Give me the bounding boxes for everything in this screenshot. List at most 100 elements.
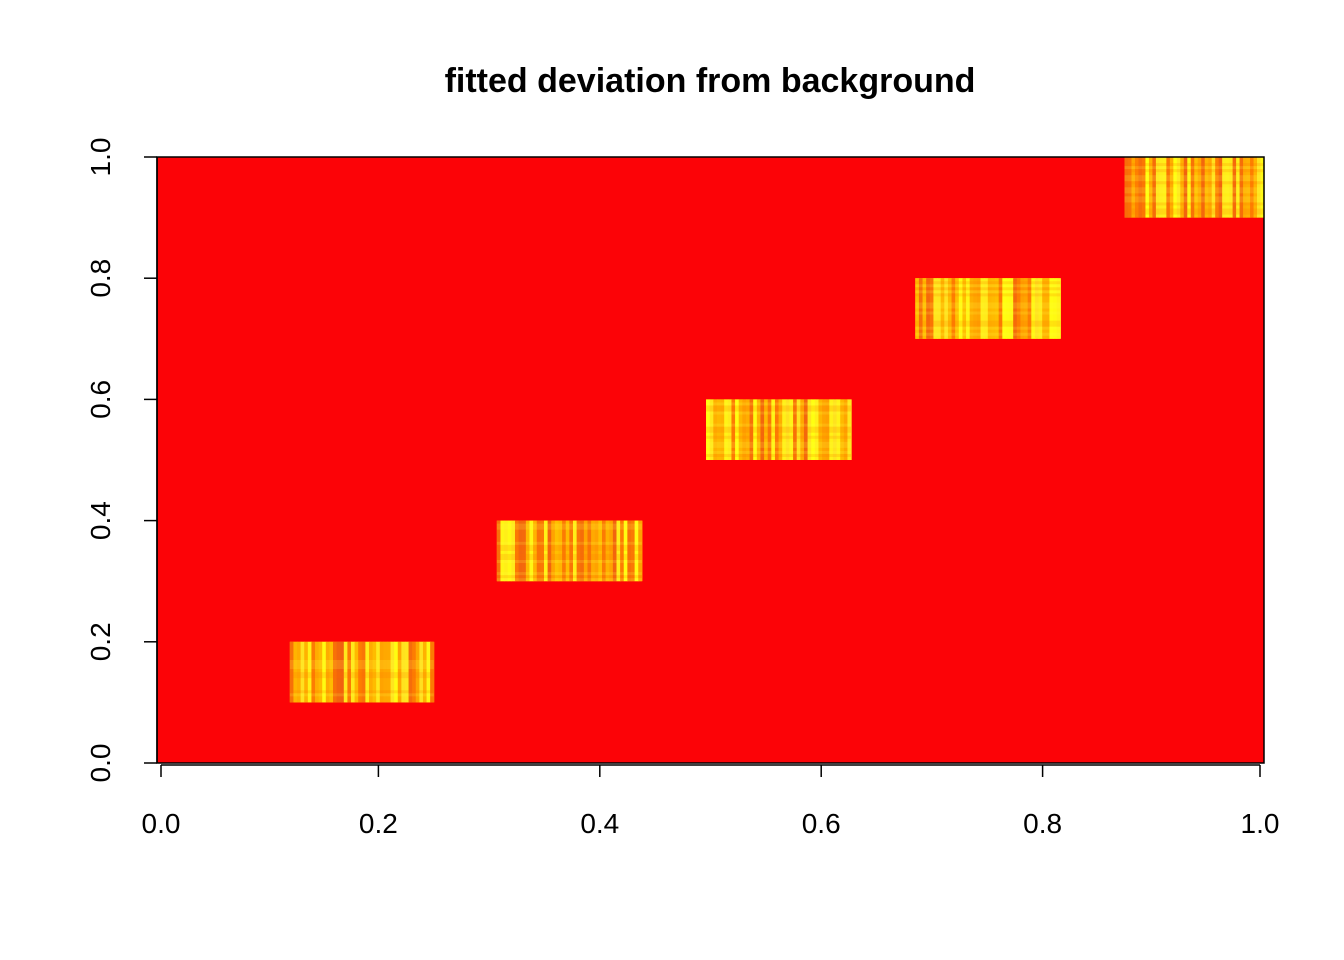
heatmap-cell-row (1124, 175, 1264, 179)
heatmap-cell-column (511, 520, 516, 582)
heatmap-cell-row (1124, 196, 1264, 200)
heatmap-cell-column (540, 520, 545, 582)
heatmap-cell-column (1215, 157, 1220, 218)
heatmap-cell-column (1236, 157, 1241, 218)
heatmap-cell-column (1128, 157, 1133, 218)
heatmap-cell-column (422, 641, 428, 703)
heatmap-cell-column (973, 278, 978, 339)
heatmap-cell-column (958, 278, 964, 339)
heatmap-cell-column (1243, 157, 1248, 218)
heatmap-cell-column (311, 641, 316, 703)
heatmap-cell-column (969, 278, 974, 339)
heatmap-cell-column (1141, 157, 1147, 218)
heatmap-cell-column (1042, 278, 1047, 339)
heatmap-block (1124, 157, 1265, 218)
y-tick-label: 0.2 (85, 622, 116, 661)
heatmap-cell-column (376, 641, 381, 703)
heatmap-cell-column (1124, 157, 1129, 218)
heatmap-cell-column (408, 641, 413, 703)
heatmap-cell-column (412, 641, 417, 703)
heatmap-cell-column (397, 641, 402, 703)
heatmap-cell-column (300, 641, 305, 703)
x-tick-label: 0.8 (1023, 808, 1062, 839)
heatmap-cell-column (1180, 157, 1185, 218)
heatmap-cell-column (915, 278, 920, 339)
heatmap-cell-column (351, 641, 356, 703)
heatmap-cell-column (716, 399, 722, 460)
heatmap-cell-row (1124, 202, 1264, 206)
x-tick-label: 0.0 (142, 808, 181, 839)
heatmap-cell-column (753, 399, 758, 460)
heatmap-cell-column (500, 520, 505, 582)
heatmap-cell-column (1005, 278, 1011, 339)
heatmap-cell-column (638, 520, 643, 582)
heatmap-cell-column (347, 641, 352, 703)
heatmap-cell-column (995, 278, 1000, 339)
heatmap-cell-row (915, 302, 1061, 306)
heatmap-cell-column (343, 641, 349, 703)
heatmap-cell-column (840, 399, 845, 460)
heatmap-cell-column (1257, 157, 1262, 218)
heatmap-cell-column (354, 641, 359, 703)
heatmap-cell-row (915, 281, 1061, 285)
heatmap-cell-column (1218, 157, 1223, 218)
heatmap-cell-column (634, 520, 639, 582)
heatmap-cell-column (987, 278, 993, 339)
heatmap-cell-column (922, 278, 927, 339)
heatmap-cell-row (289, 690, 434, 694)
y-tick-label: 0.6 (85, 380, 116, 419)
heatmap-cell-column (365, 641, 370, 703)
heatmap-cell-column (767, 399, 772, 460)
heatmap-cell-column (426, 641, 431, 703)
heatmap-cell-column (358, 641, 363, 703)
heatmap-cell-row (915, 332, 1061, 336)
heatmap-block (706, 399, 852, 460)
heatmap-cell-row (289, 672, 434, 676)
heatmap-cell-column (1027, 278, 1032, 339)
heatmap-cell-column (951, 278, 956, 339)
heatmap-cell-column (847, 399, 852, 460)
x-tick-label: 0.2 (359, 808, 398, 839)
heatmap-cell-column (1194, 157, 1199, 218)
heatmap-cell-row (496, 572, 642, 576)
heatmap-cell-column (572, 520, 578, 582)
heatmap-cell-column (944, 278, 949, 339)
heatmap-cell-column (1246, 157, 1251, 218)
heatmap-cell-column (1131, 157, 1136, 218)
heatmap-cell-row (1124, 163, 1264, 167)
heatmap-cell-column (926, 278, 931, 339)
heatmap-cell-column (836, 399, 841, 460)
heatmap-cell-column (580, 520, 585, 582)
heatmap-cell-column (1183, 157, 1188, 218)
heatmap-cell-column (529, 520, 534, 582)
heatmap-cell-column (1159, 157, 1164, 218)
heatmap-cell-row (289, 663, 434, 667)
heatmap-cell-column (1187, 157, 1192, 218)
heatmap-cell-column (496, 520, 502, 582)
heatmap-cell-column (368, 641, 374, 703)
heatmap-cell-row (1124, 211, 1264, 215)
heatmap-cell-column (1013, 278, 1018, 339)
heatmap-cell-column (1166, 157, 1171, 218)
heatmap-cell-column (404, 641, 410, 703)
heatmap-cell-row (1124, 178, 1264, 182)
heatmap-cell-column (325, 641, 331, 703)
heatmap-cell-column (525, 520, 531, 582)
heatmap-cell-column (933, 278, 938, 339)
heatmap-cell-column (609, 520, 614, 582)
heatmap-cell-column (771, 399, 776, 460)
y-tick-label: 0.4 (85, 501, 116, 540)
heatmap-cell-column (507, 520, 512, 582)
heatmap-cell-column (543, 520, 549, 582)
heatmap-cell-row (915, 284, 1061, 288)
heatmap-cell-row (289, 675, 434, 679)
heatmap-cell-column (514, 520, 520, 582)
heatmap-cell-column (731, 399, 736, 460)
heatmap-cell-row (915, 311, 1061, 315)
heatmap-cell-column (1176, 157, 1181, 218)
heatmap-cell-column (533, 520, 538, 582)
heatmap-cell-column (558, 520, 563, 582)
heatmap-cell-row (289, 666, 434, 670)
heatmap-cell-row (496, 547, 642, 551)
heatmap-cell-row (496, 575, 642, 579)
